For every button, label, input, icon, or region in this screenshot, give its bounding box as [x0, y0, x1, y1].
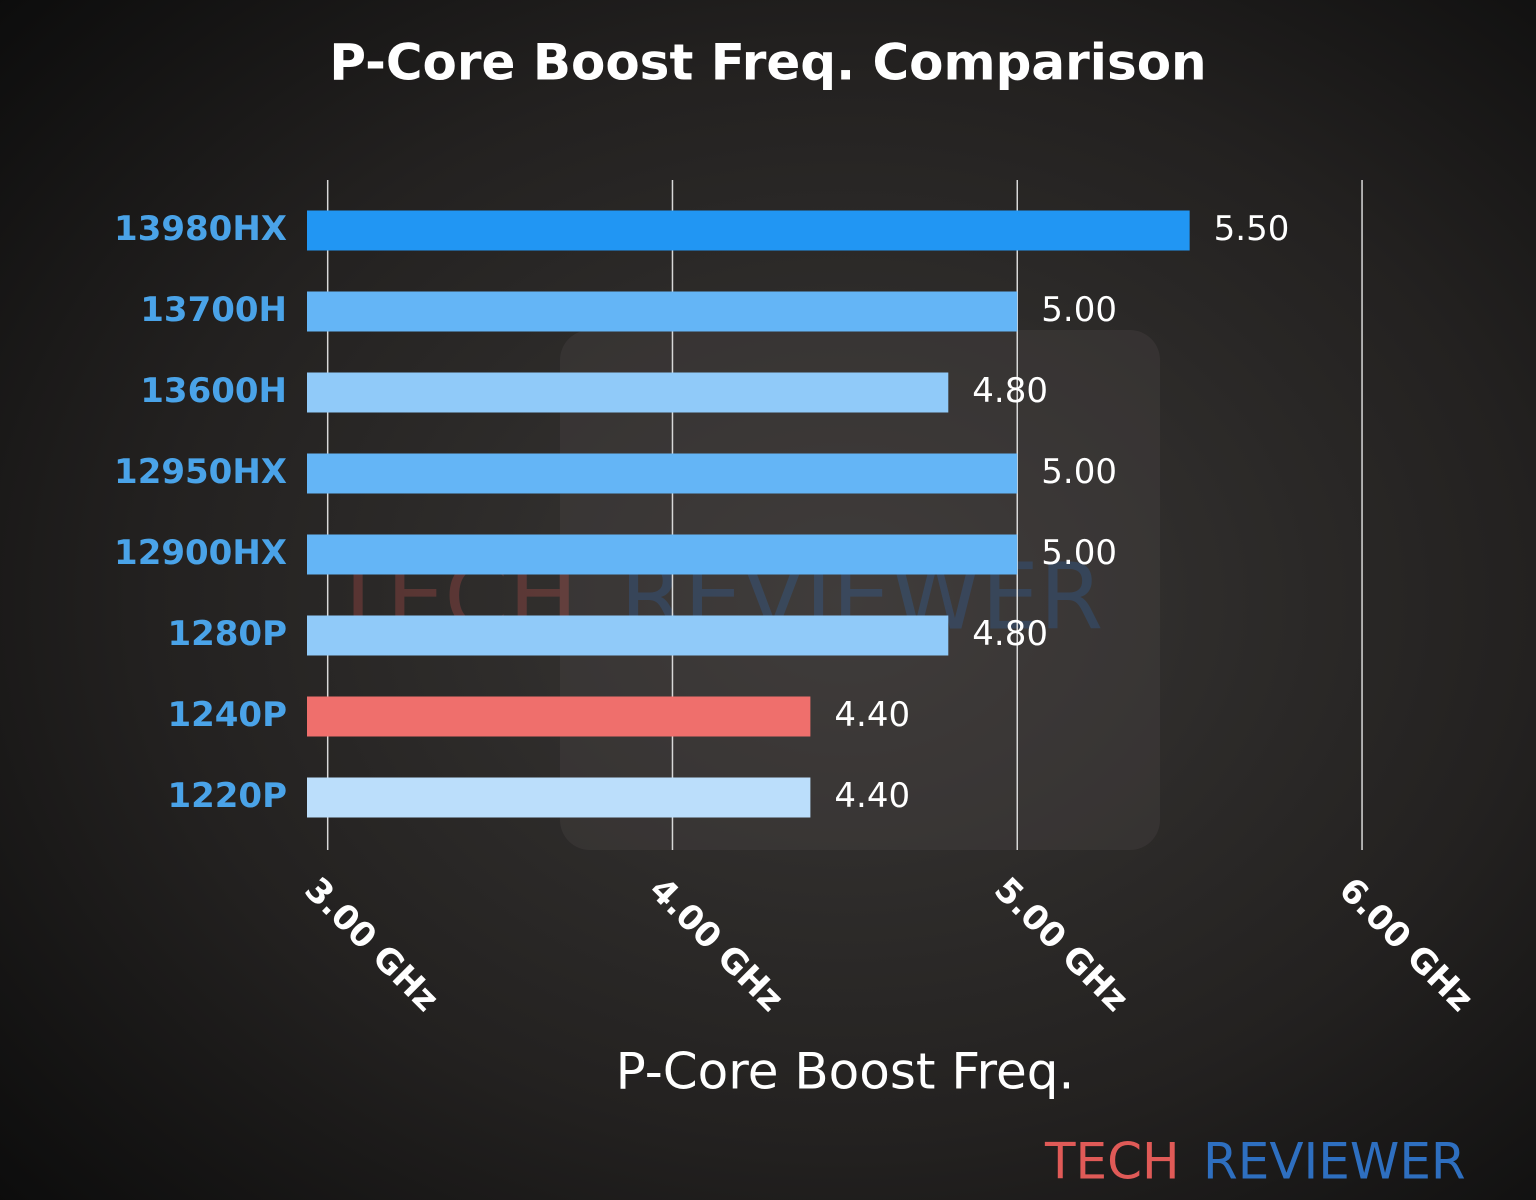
value-label: 4.80 [972, 371, 1048, 411]
bar [307, 291, 1018, 332]
y-tick-label: 1220P [167, 776, 287, 816]
value-label: 5.00 [1041, 452, 1117, 492]
bar [307, 615, 949, 656]
chart-title: P-Core Boost Freq. Comparison [329, 34, 1206, 92]
watermark-part: REVIEWER [1203, 1133, 1466, 1191]
bar [307, 453, 1018, 494]
value-label: 4.80 [972, 614, 1048, 654]
bar [307, 696, 811, 737]
y-tick-label: 13700H [140, 290, 287, 330]
watermark-part: TECH [1044, 1133, 1180, 1191]
y-tick-label: 1240P [167, 695, 287, 735]
bar [307, 372, 949, 413]
y-tick-label: 12900HX [114, 533, 287, 573]
value-label: 5.00 [1041, 533, 1117, 573]
y-tick-label: 12950HX [114, 452, 287, 492]
y-tick-label: 13600H [140, 371, 287, 411]
y-tick-label: 1280P [167, 614, 287, 654]
value-label: 5.00 [1041, 290, 1117, 330]
bar [307, 210, 1190, 251]
bar [307, 534, 1018, 575]
x-axis-label: P-Core Boost Freq. [616, 1043, 1075, 1101]
value-label: 4.40 [834, 776, 910, 816]
value-label: 5.50 [1214, 209, 1290, 249]
bar [307, 777, 811, 818]
value-label: 4.40 [834, 695, 910, 735]
y-tick-label: 13980HX [114, 209, 287, 249]
